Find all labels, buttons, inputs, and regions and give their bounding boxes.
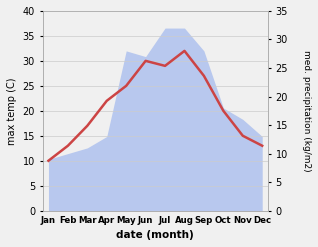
X-axis label: date (month): date (month) [116,230,194,240]
Y-axis label: max temp (C): max temp (C) [7,77,17,144]
Y-axis label: med. precipitation (kg/m2): med. precipitation (kg/m2) [302,50,311,172]
